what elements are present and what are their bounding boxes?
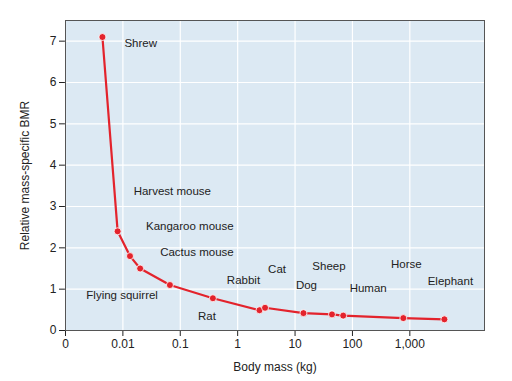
svg-text:4: 4 [50, 158, 57, 172]
svg-text:Relative mass-specific BMR: Relative mass-specific BMR [18, 100, 32, 250]
svg-text:Flying squirrel: Flying squirrel [86, 289, 158, 301]
svg-text:Shrew: Shrew [124, 37, 157, 49]
svg-text:Dog: Dog [296, 279, 317, 291]
svg-text:Body mass (kg): Body mass (kg) [233, 360, 316, 374]
svg-text:7: 7 [50, 34, 57, 48]
svg-text:1: 1 [50, 282, 57, 296]
svg-text:2: 2 [50, 241, 57, 255]
svg-text:5: 5 [50, 117, 57, 131]
svg-text:0.01: 0.01 [111, 337, 135, 351]
svg-text:Human: Human [350, 282, 387, 294]
svg-text:Kangaroo mouse: Kangaroo mouse [146, 220, 234, 232]
svg-text:Rabbit: Rabbit [227, 274, 261, 286]
svg-text:Sheep: Sheep [312, 260, 345, 272]
svg-text:100: 100 [342, 337, 362, 351]
svg-text:0: 0 [62, 337, 69, 351]
svg-text:6: 6 [50, 75, 57, 89]
svg-text:Cactus mouse: Cactus mouse [160, 246, 234, 258]
svg-text:0: 0 [50, 323, 57, 337]
svg-text:Rat: Rat [198, 310, 217, 322]
svg-text:3: 3 [50, 199, 57, 213]
svg-text:0.1: 0.1 [172, 337, 189, 351]
svg-text:1: 1 [234, 337, 241, 351]
svg-text:Horse: Horse [391, 258, 422, 270]
svg-text:10: 10 [288, 337, 302, 351]
svg-text:Elephant: Elephant [428, 275, 474, 287]
svg-text:Cat: Cat [268, 263, 287, 275]
svg-text:1,000: 1,000 [395, 337, 425, 351]
svg-text:Harvest mouse: Harvest mouse [134, 185, 211, 197]
